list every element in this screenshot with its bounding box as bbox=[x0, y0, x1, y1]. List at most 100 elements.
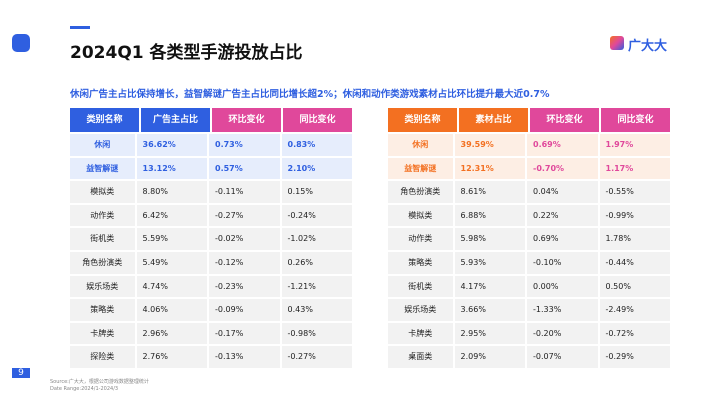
icon bbox=[12, 34, 30, 52]
table-cell: -0.98% bbox=[281, 322, 352, 345]
table-cell: 6.88% bbox=[454, 204, 525, 227]
table-cell: -0.24% bbox=[281, 204, 352, 227]
subtitle: 休闲广告主占比保持增长，益智解谜广告主占比同比增长超2%；休闲和动作类游戏素材占… bbox=[70, 89, 550, 100]
table-cell: 39.59% bbox=[454, 134, 525, 156]
table-row: 益智解谜 12.31% -0.70% 1.17% bbox=[388, 157, 670, 180]
table-cell: 36.62% bbox=[136, 134, 207, 156]
table-cell: 0.15% bbox=[281, 181, 352, 203]
page-number: 9 bbox=[12, 368, 30, 378]
table-cell: 2.10% bbox=[281, 157, 352, 180]
table-row: 动作类 6.42% -0.27% -0.24% bbox=[70, 204, 352, 227]
table-cell: 5.59% bbox=[136, 228, 207, 250]
table-cell: -2.49% bbox=[599, 299, 670, 321]
table-row: 街机类 4.17% 0.00% 0.50% bbox=[388, 275, 670, 298]
table-cell: -0.02% bbox=[209, 228, 280, 250]
column-header: 环比变化 bbox=[212, 108, 281, 132]
table-row: 模拟类 6.88% 0.22% -0.99% bbox=[388, 204, 670, 227]
table-cell: -0.27% bbox=[281, 346, 352, 368]
table-cell: 1.17% bbox=[599, 157, 670, 180]
table-cell: 0.69% bbox=[527, 228, 598, 250]
column-header: 类别名称 bbox=[70, 108, 139, 132]
table-cell: -1.02% bbox=[281, 228, 352, 250]
table-cell: 益智解谜 bbox=[388, 157, 453, 180]
table-cell: -0.27% bbox=[209, 204, 280, 227]
table-cell: -0.07% bbox=[527, 346, 598, 368]
table-cell: 休闲 bbox=[388, 134, 453, 156]
table: 类别名称 广告主占比 环比变化 同比变化 休闲 36.62% 0.73% 0.83% 益智解谜 1… bbox=[70, 108, 352, 370]
table-cell: -0.55% bbox=[599, 181, 670, 203]
table-cell: 卡牌类 bbox=[388, 322, 453, 345]
table-cell: 角色扮演类 bbox=[388, 181, 453, 203]
table-row: 休闲 39.59% 0.69% 1.97% bbox=[388, 134, 670, 156]
table-cell: 8.80% bbox=[136, 181, 207, 203]
logo-icon bbox=[610, 36, 624, 50]
column-header: 广告主占比 bbox=[141, 108, 210, 132]
table-cell: 娱乐场类 bbox=[70, 275, 135, 298]
table-cell: 0.50% bbox=[599, 275, 670, 298]
table-cell: 2.95% bbox=[454, 322, 525, 345]
table-cell: -0.20% bbox=[527, 322, 598, 345]
table-cell: 街机类 bbox=[70, 228, 135, 250]
table-cell: -1.33% bbox=[527, 299, 598, 321]
table-cell: -0.70% bbox=[527, 157, 598, 180]
table-cell: 8.61% bbox=[454, 181, 525, 203]
table-row: 娱乐场类 4.74% -0.23% -1.21% bbox=[70, 275, 352, 298]
date-range: Date Range:2024/1-2024/3 bbox=[50, 386, 119, 392]
table-cell: 1.78% bbox=[599, 228, 670, 250]
table-cell: 0.43% bbox=[281, 299, 352, 321]
column-header: 环比变化 bbox=[530, 108, 599, 132]
table-cell: 5.98% bbox=[454, 228, 525, 250]
table-cell: 街机类 bbox=[388, 275, 453, 298]
table-cell: 模拟类 bbox=[70, 181, 135, 203]
table-row: 卡牌类 2.95% -0.20% -0.72% bbox=[388, 322, 670, 345]
table-cell: -0.72% bbox=[599, 322, 670, 345]
table-cell: -0.29% bbox=[599, 346, 670, 368]
table-cell: 0.57% bbox=[209, 157, 280, 180]
table-cell: 0.83% bbox=[281, 134, 352, 156]
table-row: 探险类 2.76% -0.13% -0.27% bbox=[70, 346, 352, 368]
table-cell: -0.23% bbox=[209, 275, 280, 298]
table-cell: 策略类 bbox=[70, 299, 135, 321]
table-cell: 角色扮演类 bbox=[70, 251, 135, 274]
table-cell: 休闲 bbox=[70, 134, 135, 156]
table-cell: 探险类 bbox=[70, 346, 135, 368]
table-cell: -0.44% bbox=[599, 251, 670, 274]
table-cell: -0.99% bbox=[599, 204, 670, 227]
table-cell: 桌面类 bbox=[388, 346, 453, 368]
table-cell: -0.09% bbox=[209, 299, 280, 321]
table-cell: 娱乐场类 bbox=[388, 299, 453, 321]
table-cell: 动作类 bbox=[388, 228, 453, 250]
table-cell: -0.10% bbox=[527, 251, 598, 274]
table-cell: 0.00% bbox=[527, 275, 598, 298]
table-row: 模拟类 8.80% -0.11% 0.15% bbox=[70, 181, 352, 203]
logo: 广大大 bbox=[628, 39, 668, 54]
table-cell: -0.11% bbox=[209, 181, 280, 203]
table-cell: 1.97% bbox=[599, 134, 670, 156]
table: 类别名称 素材占比 环比变化 同比变化 休闲 39.59% 0.69% 1.97% 益智解谜 12… bbox=[388, 108, 670, 370]
table-cell: 3.66% bbox=[454, 299, 525, 321]
table-row: 益智解谜 13.12% 0.57% 2.10% bbox=[70, 157, 352, 180]
title: 2024Q1 各类型手游投放占比 bbox=[70, 43, 303, 63]
table-cell: 卡牌类 bbox=[70, 322, 135, 345]
table-cell: 0.22% bbox=[527, 204, 598, 227]
table-cell: -0.13% bbox=[209, 346, 280, 368]
table-row: 策略类 4.06% -0.09% 0.43% bbox=[70, 299, 352, 321]
table-row: 角色扮演类 8.61% 0.04% -0.55% bbox=[388, 181, 670, 203]
table-cell: 5.49% bbox=[136, 251, 207, 274]
table-cell: 12.31% bbox=[454, 157, 525, 180]
table-row: 角色扮演类 5.49% -0.12% 0.26% bbox=[70, 251, 352, 274]
table-cell: 0.69% bbox=[527, 134, 598, 156]
table-cell: 13.12% bbox=[136, 157, 207, 180]
table-cell: -0.17% bbox=[209, 322, 280, 345]
table-cell: 模拟类 bbox=[388, 204, 453, 227]
table-row: 休闲 36.62% 0.73% 0.83% bbox=[70, 134, 352, 156]
table-cell: 0.26% bbox=[281, 251, 352, 274]
source: Source:广大大，根据公司游戏数据整理统计 bbox=[50, 379, 149, 385]
table-cell: 2.96% bbox=[136, 322, 207, 345]
table-row: 街机类 5.59% -0.02% -1.02% bbox=[70, 228, 352, 250]
column-header: 类别名称 bbox=[388, 108, 457, 132]
table-cell: 6.42% bbox=[136, 204, 207, 227]
column-header: 素材占比 bbox=[459, 108, 528, 132]
table-row: 娱乐场类 3.66% -1.33% -2.49% bbox=[388, 299, 670, 321]
